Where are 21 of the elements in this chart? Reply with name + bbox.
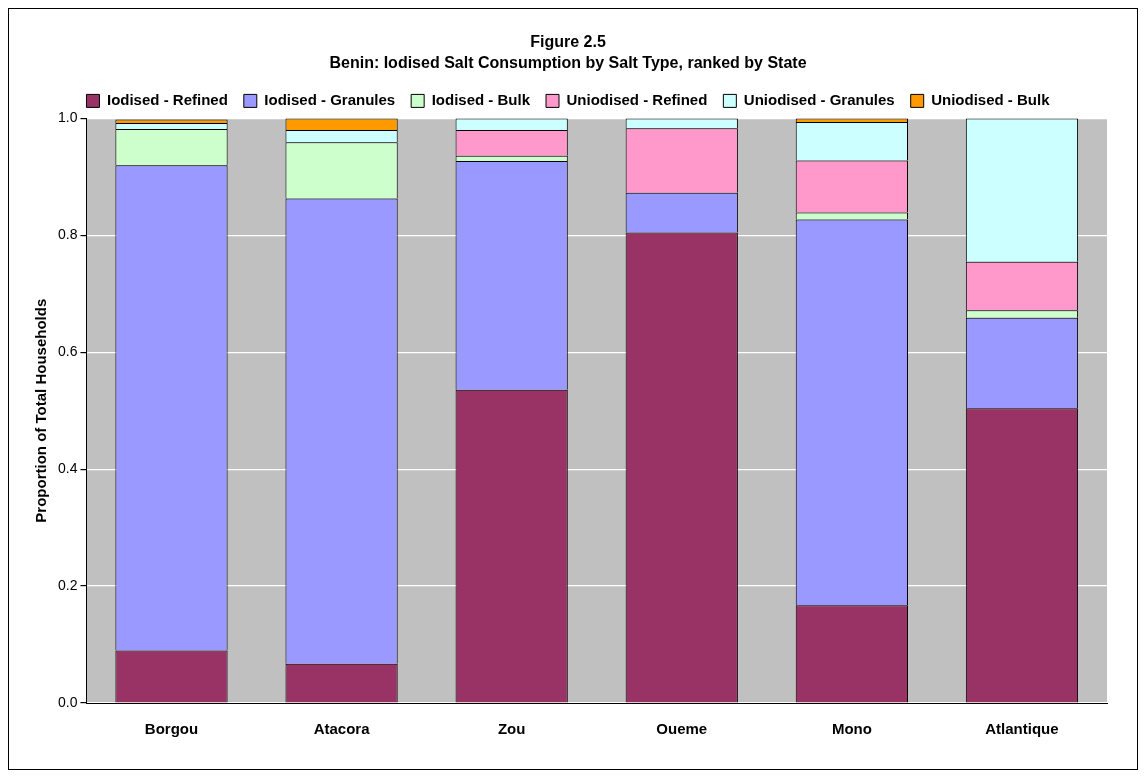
x-tick-label: Atlantique: [985, 720, 1059, 738]
y-axis-title: Proportion of Total Households: [32, 298, 50, 523]
legend-label: Iodised - Granules: [264, 91, 396, 109]
x-tick-label: Atacora: [313, 720, 371, 738]
y-tick-label: 0.8: [57, 226, 78, 243]
chart-subtitle: Benin: Iodised Salt Consumption by Salt Type, ranked by State: [329, 54, 807, 72]
legend-label: Iodised - Bulk: [431, 91, 531, 109]
legend-label: Uniodised - Granules: [743, 91, 895, 109]
x-tick-label: Borgou: [144, 720, 199, 738]
y-tick-label: 0.2: [57, 576, 78, 593]
chart-title: Figure 2.5: [530, 33, 606, 51]
x-tick-label: Zou: [497, 720, 526, 738]
y-tick-label: 0.4: [57, 460, 78, 477]
legend-label: Uniodised - Refined: [566, 91, 708, 109]
y-tick-label: 1.0: [57, 109, 78, 126]
x-tick-label: Mono: [831, 720, 872, 738]
y-tick-label: 0.6: [57, 343, 78, 360]
x-tick-label: Oueme: [656, 720, 708, 738]
y-tick-label: 0.0: [57, 693, 78, 710]
legend-label: Uniodised - Bulk: [931, 91, 1051, 109]
legend-label: Iodised - Refined: [106, 91, 228, 109]
